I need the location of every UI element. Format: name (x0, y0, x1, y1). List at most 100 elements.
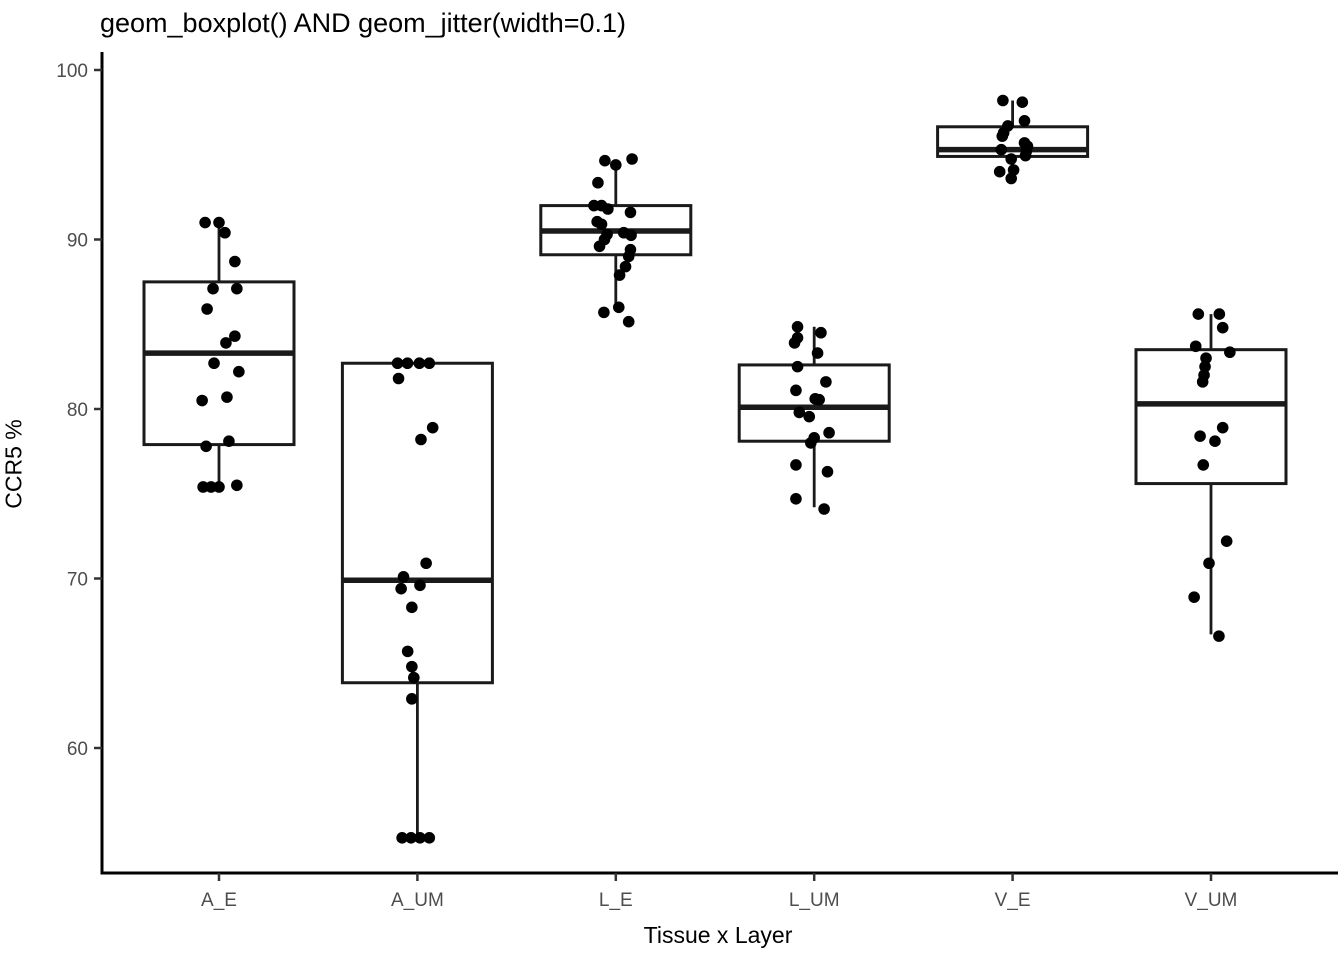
jitter-point-A_E (208, 357, 220, 370)
jitter-point-L_UM (813, 393, 825, 406)
jitter-point-V_UM (1216, 321, 1229, 334)
jitter-point-L_UM (821, 465, 834, 478)
jitter-point-A_E (213, 216, 225, 229)
box-A_UM (340, 361, 494, 685)
jitter-point-V_E (993, 165, 1006, 178)
jitter-point-L_UM (823, 426, 835, 439)
jitter-point-L_E (622, 250, 635, 263)
jitter-point-V_E (1016, 96, 1029, 109)
jitter-point-L_E (595, 218, 608, 231)
jitter-point-A_E (207, 282, 219, 295)
jitter-point-L_UM (790, 493, 802, 505)
jitter-point-V_UM (1220, 535, 1233, 548)
jitter-point-L_E (610, 159, 622, 171)
jitter-point-L_E (598, 306, 610, 319)
jitter-point-V_UM (1199, 360, 1211, 373)
jitter-point-L_UM (811, 347, 824, 359)
jitter-point-V_UM (1213, 630, 1225, 642)
jitter-point-L_UM (803, 410, 816, 423)
x-tick-label: A_E (201, 890, 237, 911)
jitter-point-A_E (221, 391, 233, 403)
jitter-point-A_E (199, 216, 211, 229)
jitter-point-A_E (231, 282, 243, 295)
chart-title: geom_boxplot() AND geom_jitter(width=0.1… (100, 8, 626, 38)
jitter-point-A_UM (423, 832, 436, 844)
jitter-point-A_E (196, 394, 208, 407)
x-tick-label: A_UM (391, 890, 444, 911)
jitter-point-V_E (996, 130, 1009, 142)
jitter-point-L_E (602, 203, 614, 215)
jitter-point-L_UM (818, 503, 830, 515)
jitter-point-V_UM (1203, 557, 1215, 570)
jitter-point-V_UM (1209, 435, 1221, 448)
jitter-point-V_UM (1189, 340, 1202, 353)
jitter-point-V_E (997, 94, 1009, 107)
jitter-point-A_UM (401, 357, 414, 370)
jitter-point-V_E (1005, 153, 1018, 165)
jitter-point-V_UM (1197, 459, 1210, 471)
y-axis-title: CCR5 % (0, 419, 27, 509)
jitter-point-A_UM (405, 832, 417, 844)
jitter-point-A_UM (395, 582, 407, 595)
jitter-point-A_E (231, 479, 243, 492)
jitter-point-A_UM (408, 671, 420, 684)
jitter-point-A_UM (401, 645, 414, 658)
y-tick-label: 70 (67, 570, 88, 591)
jitter-point-L_E (626, 153, 638, 165)
jitter-point-L_UM (790, 384, 802, 397)
jitter-point-V_UM (1192, 308, 1205, 320)
jitter-point-V_UM (1194, 430, 1206, 442)
jitter-point-L_UM (788, 337, 801, 349)
y-tick-label: 60 (67, 739, 88, 760)
jitter-point-A_UM (413, 357, 426, 370)
jitter-point-V_UM (1224, 346, 1236, 359)
jitter-point-V_E (1018, 115, 1031, 127)
jitter-point-L_E (599, 154, 611, 167)
jitter-point-L_E (613, 269, 626, 281)
jitter-point-A_E (229, 330, 241, 342)
jitter-point-L_UM (805, 437, 817, 449)
y-tick-label: 100 (56, 61, 88, 82)
y-tick-label: 90 (67, 231, 88, 252)
jitter-point-A_E (205, 481, 217, 493)
x-tick-label: L_E (599, 890, 633, 911)
jitter-point-A_E (233, 365, 245, 378)
jitter-point-V_UM (1213, 308, 1226, 320)
jitter-point-L_E (593, 240, 606, 253)
jitter-point-L_UM (820, 376, 832, 388)
jitter-point-A_E (213, 481, 225, 493)
jitter-point-L_UM (791, 320, 804, 333)
jitter-point-A_E (223, 435, 235, 448)
jitter-point-A_UM (406, 693, 418, 705)
jitter-point-A_UM (420, 557, 432, 570)
jitter-point-L_UM (790, 459, 802, 471)
jitter-point-V_UM (1196, 376, 1209, 388)
jitter-point-A_UM (397, 571, 410, 583)
jitter-point-A_UM (396, 832, 408, 844)
jitter-point-A_E (219, 226, 231, 239)
jitter-point-A_E (201, 303, 213, 315)
jitter-point-L_E (622, 315, 635, 328)
x-tick-label: L_UM (789, 890, 840, 911)
jitter-point-V_UM (1216, 421, 1229, 434)
jitter-point-L_UM (815, 326, 827, 339)
jitter-point-A_E (197, 481, 209, 493)
jitter-point-V_UM (1200, 352, 1212, 364)
jitter-point-L_E (619, 260, 632, 273)
jitter-point-A_E (229, 255, 241, 268)
jitter-point-V_E (995, 143, 1008, 156)
jitter-point-V_E (1019, 149, 1032, 162)
jitter-point-A_UM (423, 357, 436, 370)
y-tick-label: 80 (67, 400, 88, 421)
jitter-point-A_UM (426, 421, 439, 434)
jitter-point-A_UM (415, 433, 427, 446)
jitter-point-A_UM (414, 832, 426, 844)
jitter-point-A_UM (392, 372, 405, 385)
jitter-point-L_E (592, 176, 604, 189)
x-tick-label: V_E (995, 890, 1031, 911)
jitter-point-A_UM (406, 660, 418, 673)
jitter-point-V_UM (1188, 591, 1200, 603)
jitter-point-L_E (625, 229, 637, 242)
